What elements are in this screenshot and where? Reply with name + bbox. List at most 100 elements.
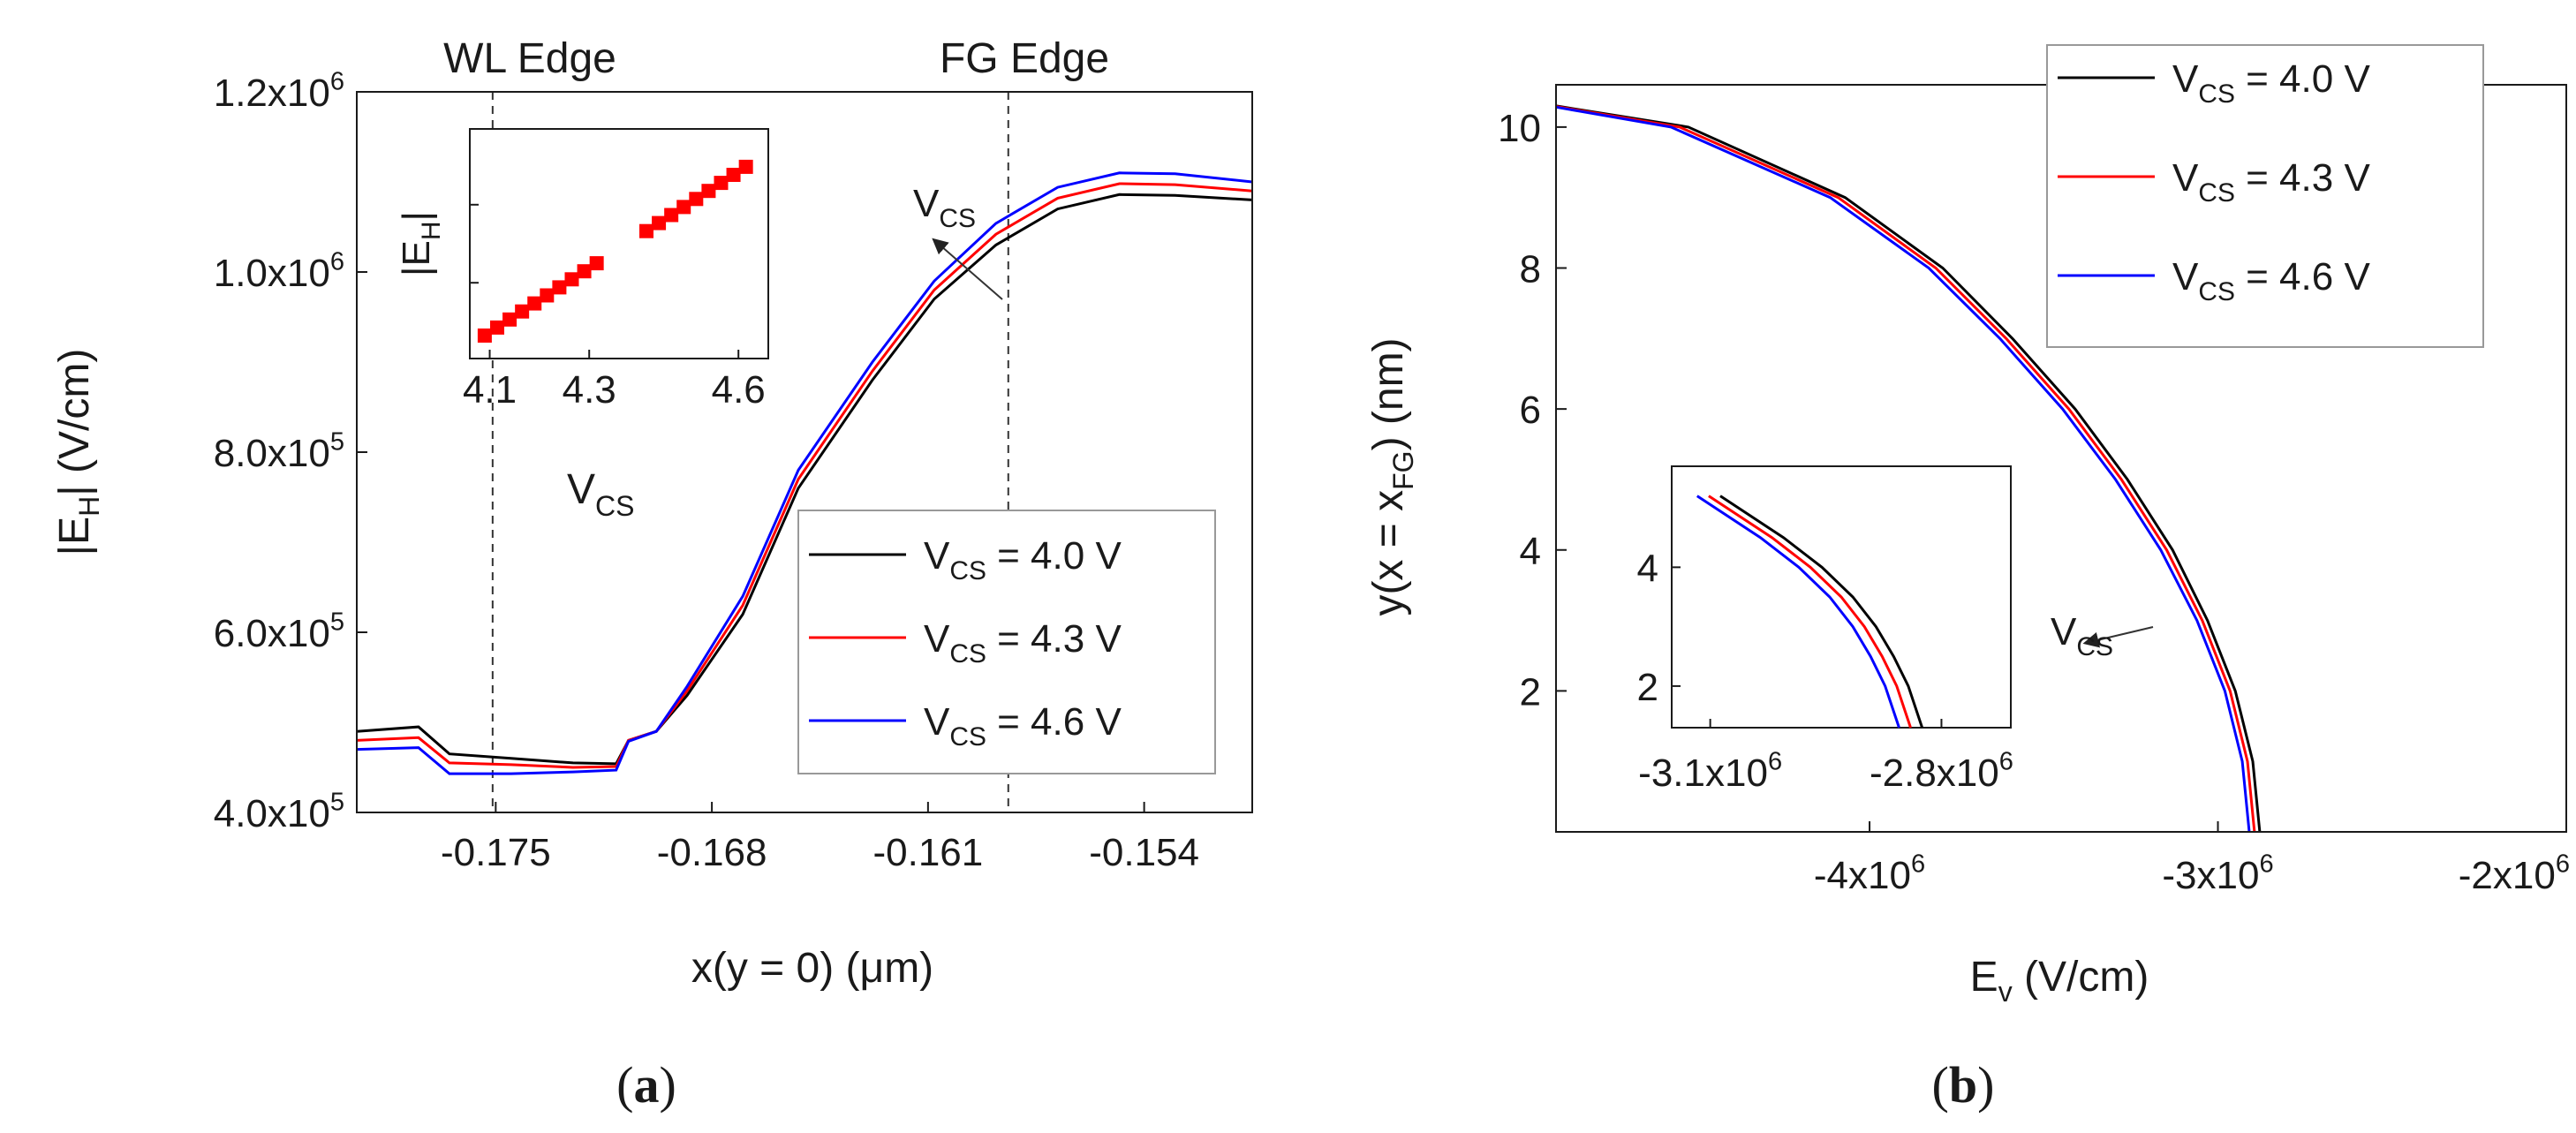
legend-main: V	[924, 700, 950, 744]
inset-line-43V	[1708, 495, 1912, 729]
y-tick-label: 6	[1520, 389, 1541, 432]
x-tick-label: -0.161	[873, 831, 983, 874]
legend-value: = 4.6 V	[2235, 255, 2371, 298]
tick-mantissa: -3.1x10	[1638, 752, 1768, 795]
panel-b-caption: (b)	[1932, 1056, 1995, 1114]
inset-x-tick-label: 4.1	[463, 368, 517, 412]
legend-label: VCS = 4.6 V	[924, 700, 1122, 752]
legend-sub: CS	[2198, 178, 2235, 208]
inset-chart: 24-3.1x106 -2.8x106	[1637, 495, 2013, 795]
tick-exponent: 5	[330, 608, 344, 637]
legend-main: V	[924, 534, 950, 578]
tick-exponent: 6	[330, 68, 344, 96]
panel-a-caption: (a)	[616, 1056, 676, 1114]
series-line-46V	[357, 171, 1252, 775]
tick-mantissa: 4.0x10	[214, 792, 330, 835]
tick-mantissa: -2x10	[2459, 854, 2556, 897]
legend-sub: CS	[2198, 79, 2235, 109]
legend-value: = 4.3 V	[2235, 156, 2371, 200]
legend-value: = 4.0 V	[2235, 57, 2371, 101]
inset-point	[515, 304, 530, 319]
tick-exponent: 5	[330, 789, 344, 817]
inset-point	[664, 208, 679, 223]
tick-mantissa: 6.0x10	[214, 612, 330, 655]
x-tick-label: -0.168	[657, 831, 767, 874]
inset-y-tick-label: 2	[1637, 666, 1658, 709]
legend-main: V	[2172, 255, 2199, 298]
y-tick-label: 8	[1520, 248, 1541, 291]
inset-point	[564, 272, 579, 287]
legend-sub: CS	[949, 556, 986, 585]
tick-mantissa: 1.2x10	[214, 72, 330, 115]
x-tick-label: -3x106	[2162, 850, 2273, 897]
inset-point	[701, 184, 716, 199]
series-line-40V	[1556, 104, 2262, 832]
vcs-arrow-label: VCS	[913, 182, 976, 233]
y-axis-label: y(x = xFG) (nm)	[1365, 337, 1419, 616]
x-tick-label: -2x106	[2459, 850, 2570, 897]
tick-mantissa: 1.0x10	[214, 252, 330, 295]
x-tick-label: -0.154	[1089, 831, 1199, 874]
tick-mantissa: -3x10	[2162, 854, 2259, 897]
vcs-arrow-label: VCS	[2051, 610, 2113, 661]
inset-point	[577, 264, 592, 279]
legend-sub: CS	[949, 722, 986, 752]
inset-x-label: VCS	[567, 466, 634, 522]
inset-point	[527, 296, 542, 311]
inset-point	[540, 288, 555, 303]
series-lines	[357, 171, 1252, 775]
inset-line-40V	[1719, 495, 1924, 729]
y-axis: 2 4 6 8 10	[1498, 107, 1567, 714]
inset-point	[689, 192, 704, 207]
inset-point	[726, 168, 741, 182]
inset-x-tick-label: 4.3	[563, 368, 616, 412]
inset-frame	[469, 128, 769, 359]
legend-main: V	[2172, 156, 2199, 200]
tick-mantissa: 8.0x10	[214, 432, 330, 475]
x-tick-label: -4x106	[1814, 850, 1925, 897]
legend-label: VCS = 4.3 V	[2172, 156, 2370, 208]
inset-point	[552, 280, 567, 295]
legend-main: V	[2172, 57, 2199, 101]
x-axis-label: Ev (V/cm)	[1970, 954, 2149, 1008]
tick-exponent: 6	[1911, 850, 1925, 879]
y-tick-label: 4.0x105	[214, 789, 344, 835]
legend-label: VCS = 4.0 V	[924, 534, 1122, 585]
legend-main: V	[924, 617, 950, 661]
y-tick-label: 10	[1498, 107, 1541, 150]
inset-chart: 4.1 4.3 4.6	[463, 159, 766, 412]
x-axis: -4x106 -3x106 -2x106	[1814, 821, 2570, 897]
legend-box	[2046, 44, 2484, 348]
inset-point	[638, 223, 653, 238]
y-tick-label: 4	[1520, 530, 1541, 573]
legend-value: = 4.3 V	[986, 617, 1122, 661]
inset-point	[738, 159, 753, 174]
tick-exponent: 6	[330, 248, 344, 276]
inset-x-tick-label: 4.6	[712, 368, 766, 412]
x-tick-label: -0.175	[441, 831, 551, 874]
tick-mantissa: -4x10	[1814, 854, 1911, 897]
inset-y-tick-label: 4	[1637, 547, 1658, 590]
y-tick-label: 1.2x106	[214, 68, 344, 115]
inset-point	[477, 329, 492, 343]
legend-label: VCS = 4.6 V	[2172, 255, 2370, 306]
y-tick-label: 1.0x106	[214, 248, 344, 295]
y-tick-label: 8.0x105	[214, 428, 344, 475]
inset-x-tick-label: -3.1x106	[1638, 748, 1782, 795]
legend-label: VCS = 4.3 V	[924, 617, 1122, 668]
tick-exponent: 6	[2556, 850, 2570, 879]
legend-value: = 4.0 V	[986, 534, 1122, 578]
series-line-40V	[357, 193, 1252, 766]
series-lines	[1556, 104, 2262, 832]
tick-exponent: 6	[2259, 850, 2273, 879]
vcs-arrow	[932, 238, 1003, 300]
inset-point	[589, 256, 604, 271]
series-line-43V	[357, 182, 1252, 769]
legend-label: VCS = 4.0 V	[2172, 57, 2370, 109]
wl-edge-label: WL Edge	[443, 35, 616, 82]
tick-mantissa: -2.8x10	[1870, 752, 1999, 795]
